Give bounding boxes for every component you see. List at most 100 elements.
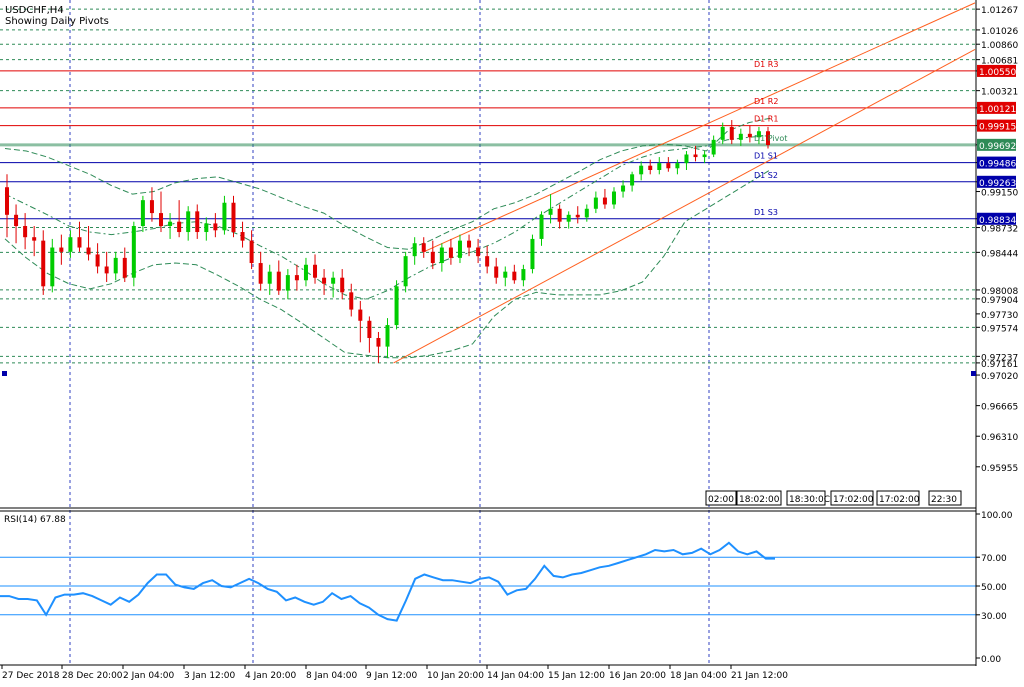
price-label-box bbox=[977, 212, 1016, 225]
candle-body bbox=[476, 247, 481, 257]
candle-body bbox=[104, 266, 109, 274]
candle-body bbox=[394, 286, 399, 326]
candle-body bbox=[711, 139, 716, 155]
time-box bbox=[736, 490, 782, 506]
time-box-label: 22:30 bbox=[931, 495, 957, 505]
candle-body bbox=[611, 191, 616, 205]
candle-body bbox=[285, 275, 290, 291]
candle-body bbox=[195, 211, 200, 233]
candle-body bbox=[485, 256, 490, 267]
time-label: 9 Jan 12:00 bbox=[366, 671, 418, 681]
price-label-box bbox=[977, 64, 1016, 77]
candle-body bbox=[639, 165, 644, 175]
time-box-label: 17:02:00 bbox=[879, 495, 920, 505]
candle-body bbox=[421, 243, 426, 252]
candle-body bbox=[403, 256, 408, 287]
time-box bbox=[705, 490, 737, 506]
rsi-tick-label: 50.00 bbox=[981, 583, 1007, 593]
time-box-label: 02:00 bbox=[708, 495, 734, 505]
rsi-tick-label: 0.00 bbox=[981, 655, 1001, 665]
candle-body bbox=[331, 277, 336, 284]
candle-body bbox=[222, 202, 227, 231]
time-label: 15 Jan 12:00 bbox=[548, 671, 605, 681]
price-label-box bbox=[977, 175, 1016, 188]
candle-body bbox=[503, 271, 508, 278]
pivot-label: D1 R3 bbox=[754, 60, 778, 69]
time-box bbox=[928, 490, 962, 506]
price-label: 0.97730 bbox=[981, 311, 1018, 321]
time-label: 8 Jan 04:00 bbox=[306, 671, 358, 681]
chart-symbol-title: USDCHF,H4 bbox=[5, 5, 64, 16]
candle-body bbox=[367, 320, 372, 338]
candle-body bbox=[575, 214, 580, 218]
pivot-label: D1 S3 bbox=[754, 208, 778, 217]
time-box bbox=[786, 490, 826, 506]
rsi-tick-label: 70.00 bbox=[981, 554, 1007, 564]
time-label: 14 Jan 04:00 bbox=[487, 671, 544, 681]
rsi-tick-label: 30.00 bbox=[981, 612, 1007, 622]
price-label: 1.00681 bbox=[981, 57, 1018, 67]
candle-body bbox=[693, 154, 698, 158]
chart-subtitle: Showing Daily Pivots bbox=[5, 16, 109, 27]
price-label: 0.99486 bbox=[979, 160, 1016, 170]
candle-body bbox=[95, 254, 100, 267]
candle-body bbox=[113, 257, 118, 274]
candle-body bbox=[467, 240, 472, 248]
candle-body bbox=[539, 214, 544, 239]
price-label: 0.99915 bbox=[979, 123, 1016, 133]
price-label: 0.97237 bbox=[981, 353, 1018, 363]
rsi-tick-label: 100.00 bbox=[981, 511, 1013, 521]
time-label: 4 Jan 20:00 bbox=[245, 671, 297, 681]
candle-body bbox=[322, 277, 327, 284]
candle-body bbox=[240, 232, 245, 241]
price-label: 0.99692 bbox=[979, 142, 1016, 152]
time-box-label: 17:02:00 bbox=[833, 495, 874, 505]
price-label: 0.98444 bbox=[981, 249, 1018, 259]
candle-body bbox=[23, 226, 28, 238]
candle-body bbox=[276, 271, 281, 291]
candle-body bbox=[177, 221, 182, 233]
time-label: 27 Dec 2018 bbox=[2, 671, 60, 681]
rsi-series-line bbox=[0, 541, 775, 622]
price-label-box bbox=[977, 101, 1016, 114]
candle-body bbox=[340, 277, 345, 293]
candle-body bbox=[412, 243, 417, 257]
candle-body bbox=[602, 197, 607, 205]
candle-body bbox=[140, 200, 145, 226]
price-label: 0.98834 bbox=[979, 216, 1016, 226]
time-label: 18 Jan 04:00 bbox=[670, 671, 727, 681]
candle-body bbox=[213, 223, 218, 231]
price-label: 0.98732 bbox=[981, 225, 1018, 235]
candle-body bbox=[358, 309, 363, 321]
candle-body bbox=[630, 174, 635, 186]
price-label-box bbox=[977, 156, 1016, 169]
candle-body bbox=[430, 251, 435, 264]
pivot-label: D1 Pivot bbox=[754, 134, 787, 143]
candle-body bbox=[14, 214, 19, 226]
candle-body bbox=[738, 133, 743, 140]
current-bar-marker bbox=[2, 371, 7, 376]
time-label: 2 Jan 04:00 bbox=[123, 671, 175, 681]
candle-body bbox=[675, 163, 680, 169]
pivot-label: D1 S2 bbox=[754, 171, 778, 180]
candle-body bbox=[204, 223, 209, 233]
pivot-label: D1 S1 bbox=[754, 152, 778, 161]
candle-body bbox=[5, 187, 9, 215]
rsi-title: RSI(14) 67.88 bbox=[4, 515, 66, 525]
candle-body bbox=[77, 237, 82, 248]
price-label: 0.98008 bbox=[981, 287, 1018, 297]
candle-body bbox=[122, 257, 127, 278]
candle-body bbox=[376, 338, 381, 347]
band-upper bbox=[4, 117, 771, 250]
candle-body bbox=[657, 163, 662, 170]
price-label: 0.99150 bbox=[981, 189, 1018, 199]
candle-body bbox=[566, 214, 571, 222]
candle-body bbox=[258, 263, 263, 284]
price-label: 0.97161 bbox=[981, 360, 1018, 370]
candle-body bbox=[530, 238, 535, 270]
price-label: 0.99263 bbox=[979, 179, 1016, 189]
price-label: 1.00550 bbox=[979, 68, 1016, 78]
candle-body bbox=[494, 266, 499, 278]
candle-body bbox=[59, 247, 64, 252]
